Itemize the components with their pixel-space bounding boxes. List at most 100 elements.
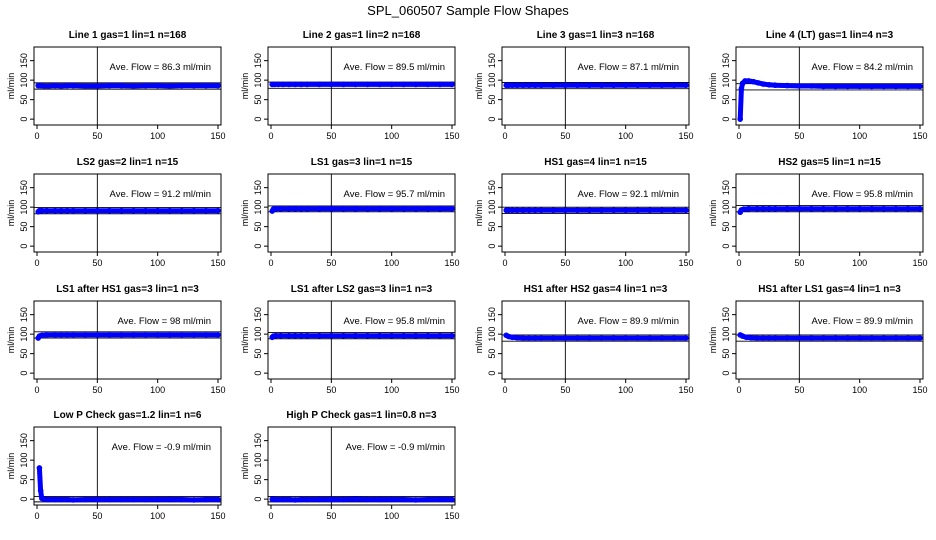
x-tick-label: 150: [210, 511, 225, 521]
data-point: [437, 205, 443, 212]
data-point: [191, 332, 197, 338]
data-point: [868, 83, 875, 90]
data-point: [215, 207, 221, 214]
data-point: [437, 496, 443, 503]
x-tick-label: 150: [678, 385, 693, 395]
data-point: [634, 335, 641, 341]
x-tick-label: 0: [268, 385, 273, 395]
panel-title: HS1 gas=4 lin=1 n=15: [544, 157, 647, 168]
data-point: [70, 207, 77, 214]
y-tick-label: 150: [253, 307, 263, 322]
x-tick-label: 150: [210, 131, 225, 141]
x-tick-label: 50: [794, 385, 804, 395]
data-point: [304, 205, 311, 212]
y-axis-label: ml/min: [708, 73, 718, 100]
y-tick-label: 0: [721, 371, 731, 376]
x-tick-label: 100: [384, 131, 399, 141]
data-point: [106, 332, 113, 338]
data-point: [738, 207, 745, 213]
data-point: [352, 332, 359, 339]
data-point: [352, 81, 359, 88]
data-point: [82, 332, 89, 338]
data-point: [304, 496, 311, 503]
y-axis-label: ml/min: [6, 200, 16, 227]
panel-9: LS1 after HS1 gas=3 lin=1 n=3 0 50 100 150 0 5…: [6, 284, 226, 395]
data-point: [298, 205, 304, 212]
data-point: [425, 496, 431, 503]
data-point: [37, 487, 44, 494]
data-point: [364, 81, 371, 88]
y-tick-label: 150: [19, 307, 29, 322]
panel-1: Line 1 gas=1 lin=1 n=168 0 50 100 150 0 50 100 1…: [6, 30, 226, 141]
data-point: [142, 82, 149, 89]
data-point: [868, 205, 875, 212]
x-tick-label: 50: [326, 511, 336, 521]
y-axis-label: ml/min: [240, 327, 250, 354]
data-point: [106, 207, 113, 214]
data-point: [503, 207, 510, 214]
data-point: [328, 205, 335, 212]
data-point: [94, 207, 101, 214]
data-point: [622, 335, 629, 341]
y-tick-label: 100: [487, 73, 497, 88]
y-axis-label: ml/min: [6, 453, 16, 480]
data-point: [532, 207, 538, 214]
data-point: [856, 205, 863, 212]
y-axis-label: ml/min: [474, 327, 484, 354]
data-point: [538, 207, 545, 214]
data-point: [550, 82, 557, 89]
average-flow-annotation: Ave. Flow = 98 ml/min: [117, 316, 211, 327]
plot-frame: [33, 426, 222, 506]
data-point: [70, 332, 77, 338]
y-tick-label: 100: [253, 73, 263, 88]
data-point: [808, 205, 815, 212]
panel-14: High P Check gas=1 lin=0.8 n=3 0 50 100 150 0…: [240, 410, 460, 521]
y-tick-label: 50: [487, 95, 497, 105]
x-tick-label: 100: [384, 385, 399, 395]
data-point: [316, 496, 323, 503]
data-point: [796, 335, 803, 341]
data-point: [526, 335, 532, 341]
data-point: [514, 334, 520, 341]
data-point: [738, 85, 745, 92]
data-point: [58, 207, 64, 214]
data-point: [868, 335, 875, 341]
y-tick-label: 150: [487, 180, 497, 195]
data-point: [505, 207, 512, 214]
data-point: [298, 496, 304, 503]
y-tick-label: 50: [487, 349, 497, 359]
data-point: [659, 335, 665, 341]
average-flow-annotation: Ave. Flow = -0.9 ml/min: [346, 442, 445, 453]
x-tick-label: 150: [912, 131, 927, 141]
x-tick-label: 0: [268, 131, 273, 141]
data-point: [154, 207, 161, 214]
panel-title: Line 4 (LT) gas=1 lin=4 n=3: [766, 30, 894, 41]
data-point: [280, 496, 286, 503]
y-axis-label: ml/min: [240, 453, 250, 480]
data-point: [880, 83, 887, 90]
x-tick-label: 150: [678, 258, 693, 268]
x-tick-label: 50: [92, 385, 102, 395]
y-tick-label: 150: [253, 53, 263, 68]
data-point: [340, 205, 347, 212]
data-point: [388, 81, 395, 88]
data-point: [659, 82, 665, 89]
y-tick-label: 100: [19, 200, 29, 215]
data-point: [376, 81, 383, 88]
y-tick-label: 0: [487, 244, 497, 249]
data-point: [388, 496, 395, 503]
y-axis-label: ml/min: [240, 200, 250, 227]
data-point: [203, 82, 209, 89]
data-point: [82, 496, 89, 503]
data-point: [425, 205, 431, 212]
data-point: [766, 335, 772, 341]
data-point: [130, 207, 137, 214]
data-point: [106, 496, 113, 503]
data-point: [659, 207, 665, 214]
average-flow-annotation: Ave. Flow = 95.8 ml/min: [344, 316, 445, 327]
data-point: [844, 83, 851, 90]
data-point: [754, 205, 760, 212]
data-point: [449, 496, 455, 503]
average-flow-annotation: Ave. Flow = 84.2 ml/min: [812, 62, 913, 73]
x-tick-label: 50: [560, 385, 570, 395]
